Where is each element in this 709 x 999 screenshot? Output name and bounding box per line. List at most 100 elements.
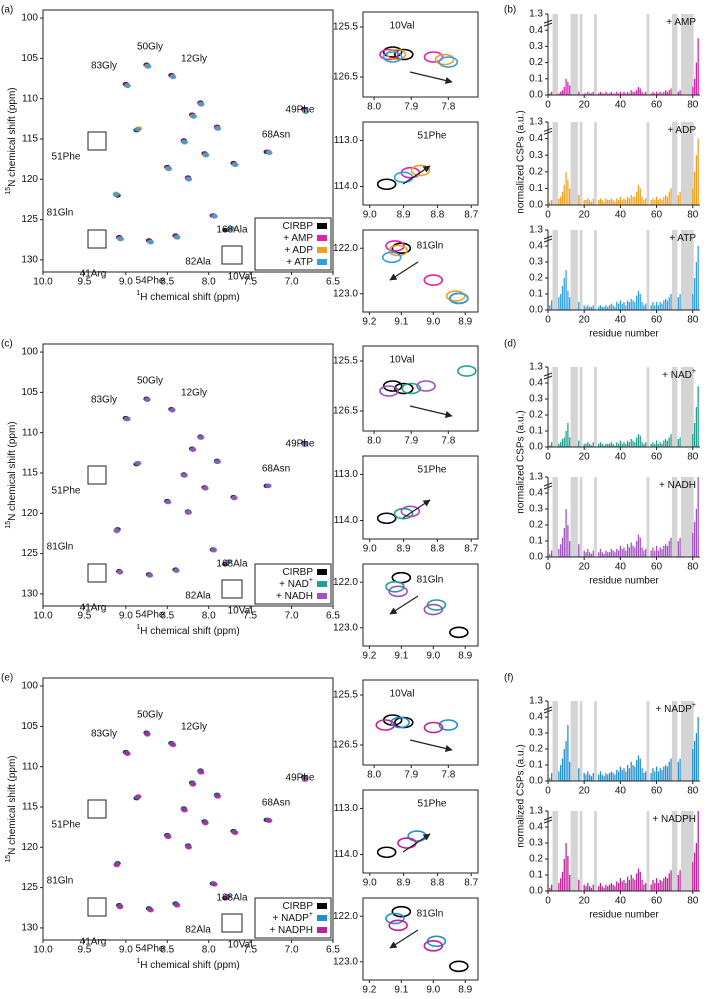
bar (692, 749, 694, 781)
bar (612, 443, 614, 447)
peak-label: 12Gly (181, 722, 207, 733)
bar (655, 440, 658, 447)
x-tick-label: 9.5 (77, 277, 91, 288)
bar (617, 303, 620, 310)
bar (697, 386, 699, 447)
shaded-region (552, 477, 558, 557)
bar (634, 91, 636, 95)
legend-label: + NADH (276, 591, 313, 602)
y-tick-label: 0.1 (529, 426, 543, 437)
bar (612, 550, 614, 557)
x-tick-label: 60 (651, 315, 663, 326)
peak-contour (376, 178, 397, 191)
x-tick-label: 40 (615, 896, 627, 907)
bar (625, 305, 627, 310)
x-tick-label: 80 (687, 896, 699, 907)
y-tick-label: 125 (21, 214, 38, 225)
peak-label: 81Gln (417, 575, 444, 586)
bar (666, 545, 669, 557)
y-tick-label: 0.2 (529, 166, 543, 177)
bar (636, 873, 638, 891)
bar (598, 443, 600, 447)
bar (664, 876, 667, 891)
peak-label: 51Phe (52, 820, 81, 831)
shaded-region (594, 477, 597, 557)
bar (670, 88, 672, 95)
shaded-region (579, 811, 583, 891)
bar (610, 91, 612, 95)
axis-break (543, 127, 553, 135)
x-tick-label: 20 (579, 896, 591, 907)
bar (668, 191, 670, 205)
bar (617, 771, 620, 781)
shaded-region (594, 122, 597, 205)
y-tick-label: 115 (22, 134, 38, 145)
peak-contour (397, 837, 417, 849)
bar (632, 878, 634, 891)
x-tick-label: 0 (545, 786, 551, 797)
bar (565, 78, 567, 95)
x-tick-label: 7.5 (243, 945, 257, 956)
bar (560, 294, 562, 310)
bar (610, 549, 612, 557)
bar (621, 200, 623, 205)
bar (677, 541, 679, 557)
peak (144, 732, 151, 737)
shaded-region (681, 367, 694, 447)
bar (599, 883, 602, 891)
bar (569, 188, 571, 205)
shaded-region (570, 367, 578, 447)
y-tick-label: 0.0 (529, 552, 543, 563)
bar (636, 760, 638, 781)
bar (628, 302, 631, 310)
panel-label: (d) (504, 339, 516, 350)
bar (636, 191, 638, 205)
bar (569, 85, 571, 95)
y-tick-label: 0.4 (529, 822, 543, 833)
x-tick-label: 80 (687, 100, 699, 111)
peak (164, 834, 172, 840)
x-tick-label: 7.9 (404, 770, 418, 781)
bar (652, 879, 654, 891)
peak-label: 49Phe (286, 439, 315, 450)
y-tick-label: 122.0 (333, 577, 358, 588)
bar (654, 443, 656, 447)
x-axis-title-superscript: 1 (136, 958, 140, 965)
x-tick-label: 9.1 (394, 317, 408, 328)
bar (661, 200, 663, 205)
x-tick-label: 9.2 (362, 985, 376, 996)
bar (550, 773, 553, 781)
peak-label: 49Phe (286, 105, 315, 116)
bar (621, 881, 623, 891)
bar (601, 886, 603, 891)
y-tick-label: 100 (21, 13, 38, 24)
bar (670, 537, 672, 557)
y-tick-label: 1.3 (529, 9, 543, 20)
bar (692, 434, 694, 447)
peak (214, 126, 222, 131)
bar (634, 879, 636, 891)
bar (558, 93, 560, 95)
legend-swatch (317, 259, 327, 265)
peak-label: 54Phe (136, 610, 165, 621)
bar (563, 437, 565, 447)
bar (549, 553, 551, 557)
bar (693, 521, 696, 557)
legend-label: + ATP (286, 257, 313, 268)
bar (695, 843, 698, 891)
bar (670, 758, 672, 781)
shaded-region (552, 367, 558, 447)
bar (590, 776, 593, 781)
y-tick-label: 1.3 (529, 362, 543, 373)
bar (578, 302, 580, 310)
x-tick-label: 7.5 (243, 277, 257, 288)
peak-label: 50Gly (137, 710, 163, 721)
shift-arrow (402, 165, 431, 185)
bar (695, 155, 698, 205)
x-tick-label: 10.0 (33, 277, 53, 288)
x-tick-label: 9.5 (77, 945, 91, 956)
bar (663, 91, 665, 95)
peak-contour (394, 716, 414, 729)
shaded-region (570, 122, 578, 205)
